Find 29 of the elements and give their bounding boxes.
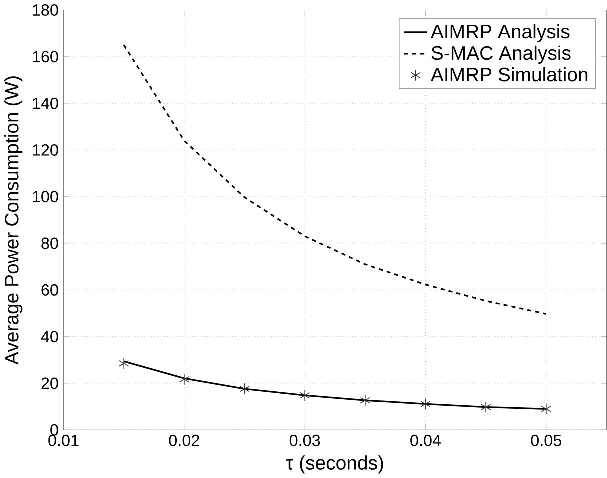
point bbox=[541, 403, 552, 415]
y-tick-label: 0 bbox=[50, 424, 58, 436]
point bbox=[360, 394, 370, 406]
legend-label: AIMRP Analysis bbox=[430, 24, 570, 42]
point bbox=[179, 374, 190, 386]
point bbox=[420, 398, 431, 410]
x-axis-title: τ (seconds) bbox=[286, 456, 384, 474]
x-tick-label: 0.01 bbox=[48, 434, 79, 446]
legend-label: AIMRP Simulation bbox=[430, 67, 588, 82]
y-tick-label: 160 bbox=[33, 51, 58, 62]
y-tick-label: 100 bbox=[33, 190, 58, 202]
point bbox=[480, 401, 492, 413]
legend-label: S-MAC Analysis bbox=[432, 46, 571, 64]
x-tick-label: 0.03 bbox=[290, 434, 320, 446]
y-tick-label: 60 bbox=[42, 284, 58, 296]
point bbox=[119, 358, 130, 370]
y-axis-title: Average Power Consumption (W) bbox=[4, 76, 23, 365]
y-tick-label: 40 bbox=[41, 330, 58, 342]
y-tick-label: 180 bbox=[33, 4, 58, 16]
y-tick-label: 80 bbox=[42, 238, 58, 250]
point bbox=[240, 383, 250, 395]
x-tick-label: 0.04 bbox=[410, 434, 442, 446]
x-tick-label: 0.05 bbox=[531, 434, 562, 446]
y-tick-label: 140 bbox=[33, 98, 58, 110]
line-series bbox=[123, 360, 548, 410]
point bbox=[300, 390, 310, 402]
y-tick-label: 120 bbox=[33, 144, 58, 156]
y-tick-label: 20 bbox=[42, 378, 58, 390]
x-tick-label: 0.02 bbox=[169, 434, 200, 446]
